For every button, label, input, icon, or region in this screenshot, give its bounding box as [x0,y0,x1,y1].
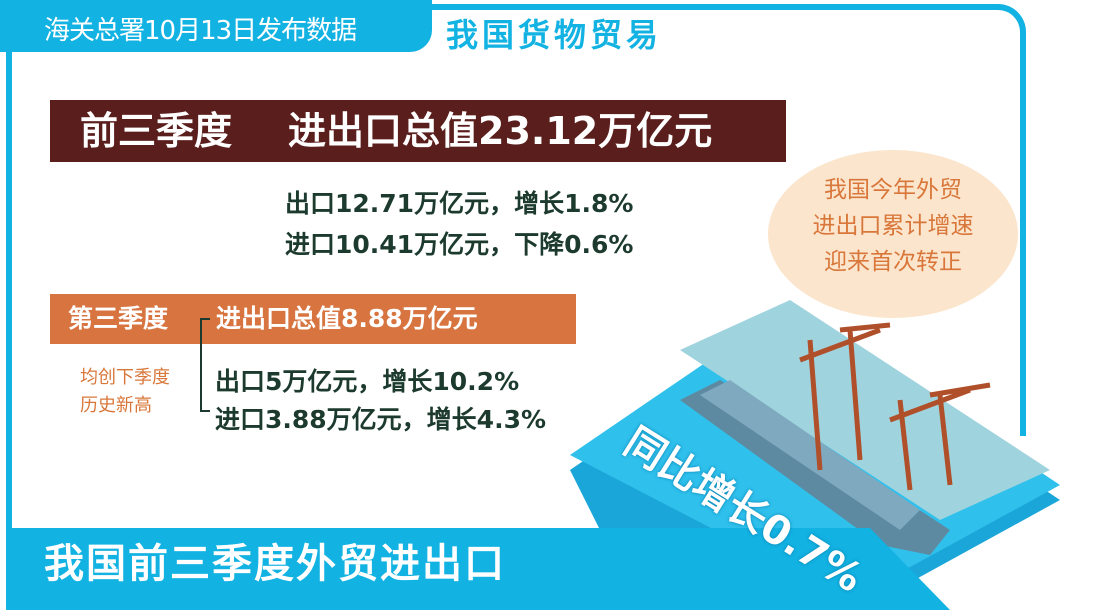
q3-note: 均创下季度 历史新高 [80,364,170,420]
footer-bar [10,528,950,610]
q1-3-total: 进出口总值23.12万亿元 [288,109,713,153]
callout-line: 迎来首次转正 [824,249,962,275]
note-line: 均创下季度 [80,367,170,388]
frame-border [6,4,1026,610]
source-text: 海关总署10月13日发布数据 [44,16,357,46]
note-line: 历史新高 [80,395,152,416]
bracket-line [200,318,212,412]
ship-deck [700,380,920,530]
footer-title: 我国前三季度外贸进出口 [44,541,506,587]
q1-3-import: 进口10.41万亿元，下降0.6% [285,230,634,259]
q3-label: 第三季度 [68,304,169,333]
callout-text: 我国今年外贸 进出口累计增速 迎来首次转正 [768,172,1018,280]
q1-3-banner: 前三季度 进出口总值23.12万亿元 [50,100,786,162]
q1-3-export: 出口12.71万亿元，增长1.8% [285,189,634,218]
q3-import: 进口3.88万亿元，增长4.3% [215,405,547,434]
quay [680,300,1050,520]
q3-total: 进出口总值8.88万亿元 [216,304,478,333]
callout-line: 进出口累计增速 [812,213,974,239]
q3-banner: 第三季度 进出口总值8.88万亿元 [50,294,576,344]
callout-line: 我国今年外贸 [824,177,962,203]
source-tab: 海关总署10月13日发布数据 [0,0,432,52]
callout-bubble [768,150,1018,318]
page-title: 我国货物贸易 [446,16,663,54]
crane [799,322,991,491]
q3-export: 出口5万亿元，增长10.2% [215,367,520,396]
q1-3-label: 前三季度 [80,109,233,153]
